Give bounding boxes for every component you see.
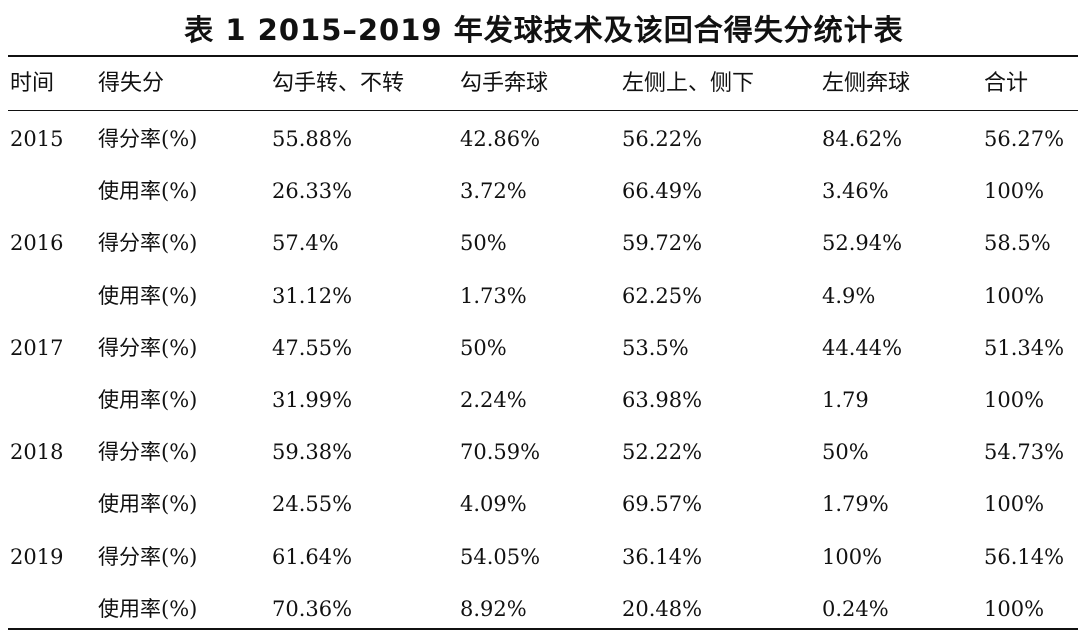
header-cell-side-fast: 左侧奔球: [822, 71, 911, 96]
cell-year: 2016: [10, 231, 64, 256]
cell-year: 2015: [10, 127, 64, 151]
cell-value-side-topspin: 53.5%: [622, 335, 689, 360]
cell-value-hook-spin: 31.99%: [272, 388, 353, 412]
cell-value-side-fast: 1.79: [822, 388, 869, 412]
cell-metric-label: 得分率(%): [98, 440, 198, 465]
cell-value-side-topspin: 56.22%: [622, 127, 703, 151]
cell-value-hook-fast: 42.86%: [460, 127, 541, 151]
cell-value-hook-fast: 54.05%: [460, 544, 541, 569]
cell-value-hook-fast: 2.24%: [460, 388, 527, 412]
table-title: 表 1 2015–2019 年发球技术及该回合得失分统计表: [184, 13, 904, 47]
cell-value-side-fast: 100%: [822, 544, 883, 569]
cell-value-total: 58.5%: [984, 231, 1051, 256]
cell-value-hook-fast: 1.73%: [460, 283, 527, 308]
cell-value-side-fast: 50%: [822, 440, 869, 465]
cell-value-total: 54.73%: [984, 440, 1065, 465]
table-row: 2015 得分率(%) 55.88% 42.86% 56.22% 84.62% 56.27%: [0, 113, 1088, 165]
header-cell-side-topspin: 左侧上、侧下: [622, 71, 755, 96]
table-header-row: 时间 得失分 勾手转、不转 勾手奔球 左侧上、侧下 左侧奔球 合计: [0, 58, 1088, 110]
cell-value-side-topspin: 62.25%: [622, 283, 703, 308]
table-bottom-rule: [8, 628, 1078, 630]
cell-metric-label: 使用率(%): [98, 596, 198, 621]
table-row: 使用率(%) 31.12% 1.73% 62.25% 4.9% 100%: [0, 270, 1088, 322]
cell-value-side-fast: 44.44%: [822, 335, 903, 360]
cell-value-side-fast: 0.24%: [822, 596, 889, 621]
cell-metric-label: 得分率(%): [98, 335, 198, 360]
cell-metric-label: 使用率(%): [98, 179, 198, 204]
table-row: 2016 得分率(%) 57.4% 50% 59.72% 52.94% 58.5%: [0, 217, 1088, 269]
cell-value-side-topspin: 69.57%: [622, 492, 703, 517]
cell-value-hook-fast: 8.92%: [460, 596, 527, 621]
cell-metric-label: 得分率(%): [98, 544, 198, 569]
cell-year: 2018: [10, 440, 64, 465]
table-row: 使用率(%) 26.33% 3.72% 66.49% 3.46% 100%: [0, 165, 1088, 217]
table-row: 使用率(%) 70.36% 8.92% 20.48% 0.24% 100%: [0, 583, 1088, 635]
table-row: 使用率(%) 31.99% 2.24% 63.98% 1.79 100%: [0, 374, 1088, 426]
table-row: 2018 得分率(%) 59.38% 70.59% 52.22% 50% 54.73%: [0, 426, 1088, 478]
cell-value-total: 100%: [984, 283, 1045, 308]
cell-value-total: 56.27%: [984, 127, 1065, 151]
cell-value-hook-fast: 50%: [460, 335, 507, 360]
cell-metric-label: 得分率(%): [98, 127, 198, 151]
cell-value-total: 100%: [984, 388, 1045, 412]
cell-value-hook-fast: 50%: [460, 231, 507, 256]
cell-value-hook-spin: 70.36%: [272, 596, 353, 621]
cell-value-hook-spin: 26.33%: [272, 179, 353, 204]
table-row: 2017 得分率(%) 47.55% 50% 53.5% 44.44% 51.34%: [0, 322, 1088, 374]
cell-value-hook-spin: 47.55%: [272, 335, 353, 360]
cell-metric-label: 得分率(%): [98, 231, 198, 256]
cell-value-side-fast: 84.62%: [822, 127, 903, 151]
cell-value-hook-fast: 4.09%: [460, 492, 527, 517]
table-top-rule: [8, 55, 1078, 57]
cell-metric-label: 使用率(%): [98, 492, 198, 517]
table-row: 2019 得分率(%) 61.64% 54.05% 36.14% 100% 56.14%: [0, 531, 1088, 583]
cell-value-side-fast: 52.94%: [822, 231, 903, 256]
header-cell-hook-spin: 勾手转、不转: [272, 71, 405, 96]
cell-metric-label: 使用率(%): [98, 388, 198, 412]
cell-value-hook-spin: 24.55%: [272, 492, 353, 517]
cell-value-side-fast: 4.9%: [822, 283, 876, 308]
cell-value-side-topspin: 52.22%: [622, 440, 703, 465]
cell-value-side-fast: 3.46%: [822, 179, 889, 204]
cell-value-hook-spin: 61.64%: [272, 544, 353, 569]
cell-value-total: 100%: [984, 492, 1045, 517]
cell-value-total: 100%: [984, 179, 1045, 204]
cell-value-side-topspin: 59.72%: [622, 231, 703, 256]
header-cell-score-type: 得失分: [98, 71, 165, 96]
table-row: 使用率(%) 24.55% 4.09% 69.57% 1.79% 100%: [0, 478, 1088, 530]
header-cell-hook-fast: 勾手奔球: [460, 71, 549, 96]
header-cell-total: 合计: [984, 71, 1029, 96]
cell-value-side-fast: 1.79%: [822, 492, 889, 517]
cell-value-hook-spin: 31.12%: [272, 283, 353, 308]
cell-value-side-topspin: 36.14%: [622, 544, 703, 569]
cell-value-hook-spin: 57.4%: [272, 231, 339, 256]
cell-year: 2017: [10, 335, 64, 360]
cell-value-side-topspin: 20.48%: [622, 596, 703, 621]
cell-value-total: 51.34%: [984, 335, 1065, 360]
cell-value-hook-spin: 55.88%: [272, 127, 353, 151]
cell-metric-label: 使用率(%): [98, 283, 198, 308]
cell-value-side-topspin: 63.98%: [622, 388, 703, 412]
table-header-rule: [8, 110, 1078, 111]
cell-value-total: 100%: [984, 596, 1045, 621]
header-cell-time: 时间: [10, 71, 55, 96]
cell-value-total: 56.14%: [984, 544, 1065, 569]
cell-value-hook-fast: 3.72%: [460, 179, 527, 204]
cell-value-hook-fast: 70.59%: [460, 440, 541, 465]
cell-value-hook-spin: 59.38%: [272, 440, 353, 465]
cell-year: 2019: [10, 544, 64, 569]
cell-value-side-topspin: 66.49%: [622, 179, 703, 204]
